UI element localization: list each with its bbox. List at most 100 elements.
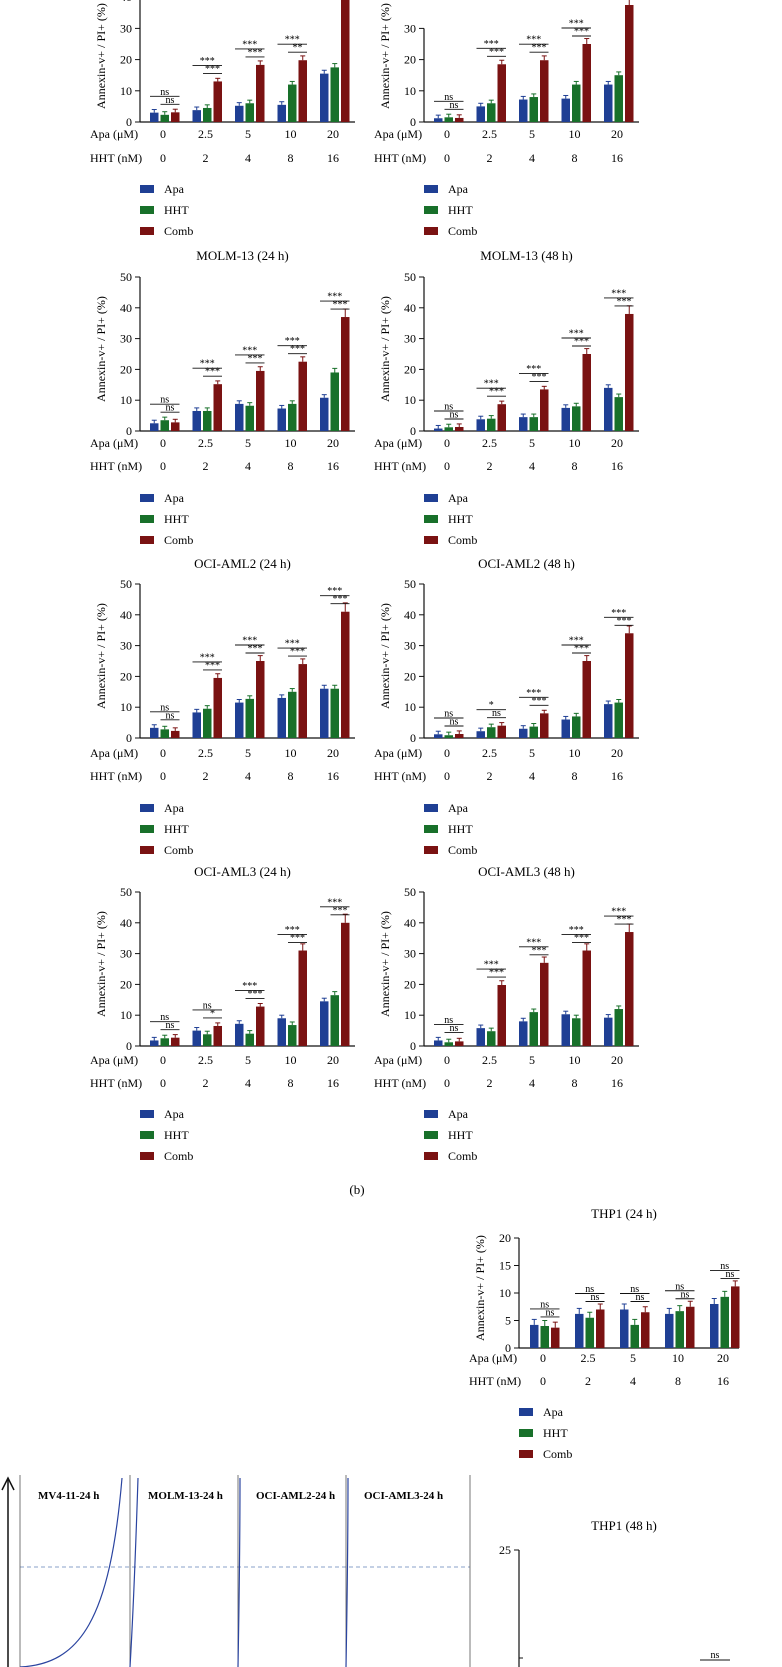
bar-hht — [288, 84, 297, 122]
y-tick-label: 20 — [404, 977, 416, 991]
bar-hht — [614, 702, 623, 738]
sig-label: ns — [160, 1012, 169, 1023]
legend-swatch-apa — [140, 494, 154, 502]
legend-label: HHT — [164, 822, 189, 836]
sig-label: *** — [611, 288, 626, 299]
legend-swatch-comb — [140, 1152, 154, 1160]
bar-hht — [203, 1034, 212, 1046]
apa-dose: 10 — [285, 127, 297, 141]
bar-comb — [641, 1312, 650, 1348]
sig-label: *** — [327, 292, 342, 303]
sig-label: *** — [532, 696, 547, 707]
apa-dose: 5 — [245, 127, 251, 141]
sig-label: *** — [526, 35, 541, 46]
y-tick-label: 30 — [404, 947, 416, 961]
bar-comb — [171, 1037, 180, 1046]
sig-label: *** — [200, 359, 215, 370]
y-tick-label: 30 — [404, 639, 416, 653]
hht-dose: 2 — [203, 151, 209, 165]
legend-swatch-hht — [140, 515, 154, 523]
apa-dose: 0 — [444, 1053, 450, 1067]
bar-comb — [455, 1041, 464, 1046]
legend-swatch-comb — [140, 227, 154, 235]
y-axis-label: Annexin-v+ / PI+ (%) — [94, 3, 108, 109]
sig-label: ns — [166, 1020, 175, 1031]
sig-label: ns — [450, 716, 459, 727]
y-tick-label: 30 — [120, 947, 132, 961]
y-tick-label: 50 — [120, 577, 132, 591]
sig-label: *** — [248, 989, 263, 1000]
sig-label: *** — [327, 586, 342, 597]
sig-label: *** — [574, 933, 589, 944]
bar-hht — [203, 708, 212, 738]
legend-label: Comb — [543, 1447, 572, 1461]
sig-label: *** — [526, 364, 541, 375]
sig-label: ns — [720, 1261, 729, 1272]
hht-dose: 8 — [288, 151, 294, 165]
bar-comb — [455, 117, 464, 122]
sig-label: *** — [333, 594, 348, 605]
y-tick-label: 50 — [404, 270, 416, 284]
bar-apa — [620, 1309, 629, 1348]
sig-label: *** — [285, 35, 300, 46]
legend-swatch-hht — [424, 206, 438, 214]
apa-dose: 0 — [444, 127, 450, 141]
bar-comb — [213, 81, 222, 122]
bar-apa — [710, 1304, 719, 1348]
hht-dose: 2 — [487, 459, 493, 473]
bar-apa — [150, 727, 159, 738]
bar-apa — [235, 403, 244, 431]
bar-apa — [434, 1040, 443, 1046]
y-tick-label: 30 — [120, 332, 132, 346]
sig-label: *** — [526, 688, 541, 699]
apa-dose: 2.5 — [482, 127, 497, 141]
y-tick-label: 10 — [404, 700, 416, 714]
bar-comb — [455, 733, 464, 738]
hht-dose: 8 — [288, 769, 294, 783]
apa-dose: 5 — [245, 1053, 251, 1067]
sig-label: *** — [290, 344, 305, 355]
hht-dose: 0 — [160, 459, 166, 473]
legend-swatch-hht — [519, 1429, 533, 1437]
apa-dose: 5 — [245, 436, 251, 450]
hht-row-label: HHT (nM) — [374, 151, 426, 165]
y-axis-label: Annexin-v+ / PI+ (%) — [378, 603, 392, 709]
apa-dose: 20 — [327, 746, 339, 760]
chart-title: OCI-AML3 (24 h) — [194, 864, 291, 879]
sig-label: *** — [569, 329, 584, 340]
apa-dose: 20 — [327, 1053, 339, 1067]
hht-dose: 2 — [487, 1076, 493, 1090]
legend-swatch-hht — [424, 825, 438, 833]
legend-label: Comb — [448, 843, 477, 857]
sig-label: *** — [532, 43, 547, 54]
hht-dose: 8 — [675, 1374, 681, 1388]
legend-label: Apa — [543, 1405, 564, 1419]
bar-comb — [497, 404, 506, 431]
legend-label: Comb — [448, 533, 477, 547]
y-axis-label: Annexin-v+ / PI+ (%) — [473, 1235, 487, 1341]
bar-comb — [625, 932, 634, 1046]
panel-label: (b) — [349, 1182, 364, 1197]
flow-curve — [237, 1477, 241, 1667]
hht-dose: 0 — [160, 1076, 166, 1090]
bar-comb — [582, 950, 591, 1046]
bar-comb — [213, 677, 222, 738]
y-tick-label: 0 — [126, 1039, 132, 1053]
apa-dose: 5 — [529, 127, 535, 141]
bar-hht — [160, 729, 169, 738]
y-axis-label: Annexin-v+ / PI+ (%) — [378, 911, 392, 1017]
legend-swatch-hht — [424, 515, 438, 523]
chart-title: MOLM-13 (48 h) — [480, 248, 572, 263]
apa-dose: 5 — [245, 746, 251, 760]
bar-comb — [540, 389, 549, 431]
apa-dose: 10 — [569, 746, 581, 760]
bar-apa — [604, 1017, 613, 1046]
y-tick-label: 0 — [505, 1341, 511, 1355]
chart-title: OCI-AML2 (48 h) — [478, 556, 575, 571]
y-tick-label: 10 — [120, 700, 132, 714]
y-tick-label: 25 — [499, 1543, 511, 1557]
bar-comb — [731, 1286, 740, 1348]
y-tick-label: 0 — [126, 424, 132, 438]
